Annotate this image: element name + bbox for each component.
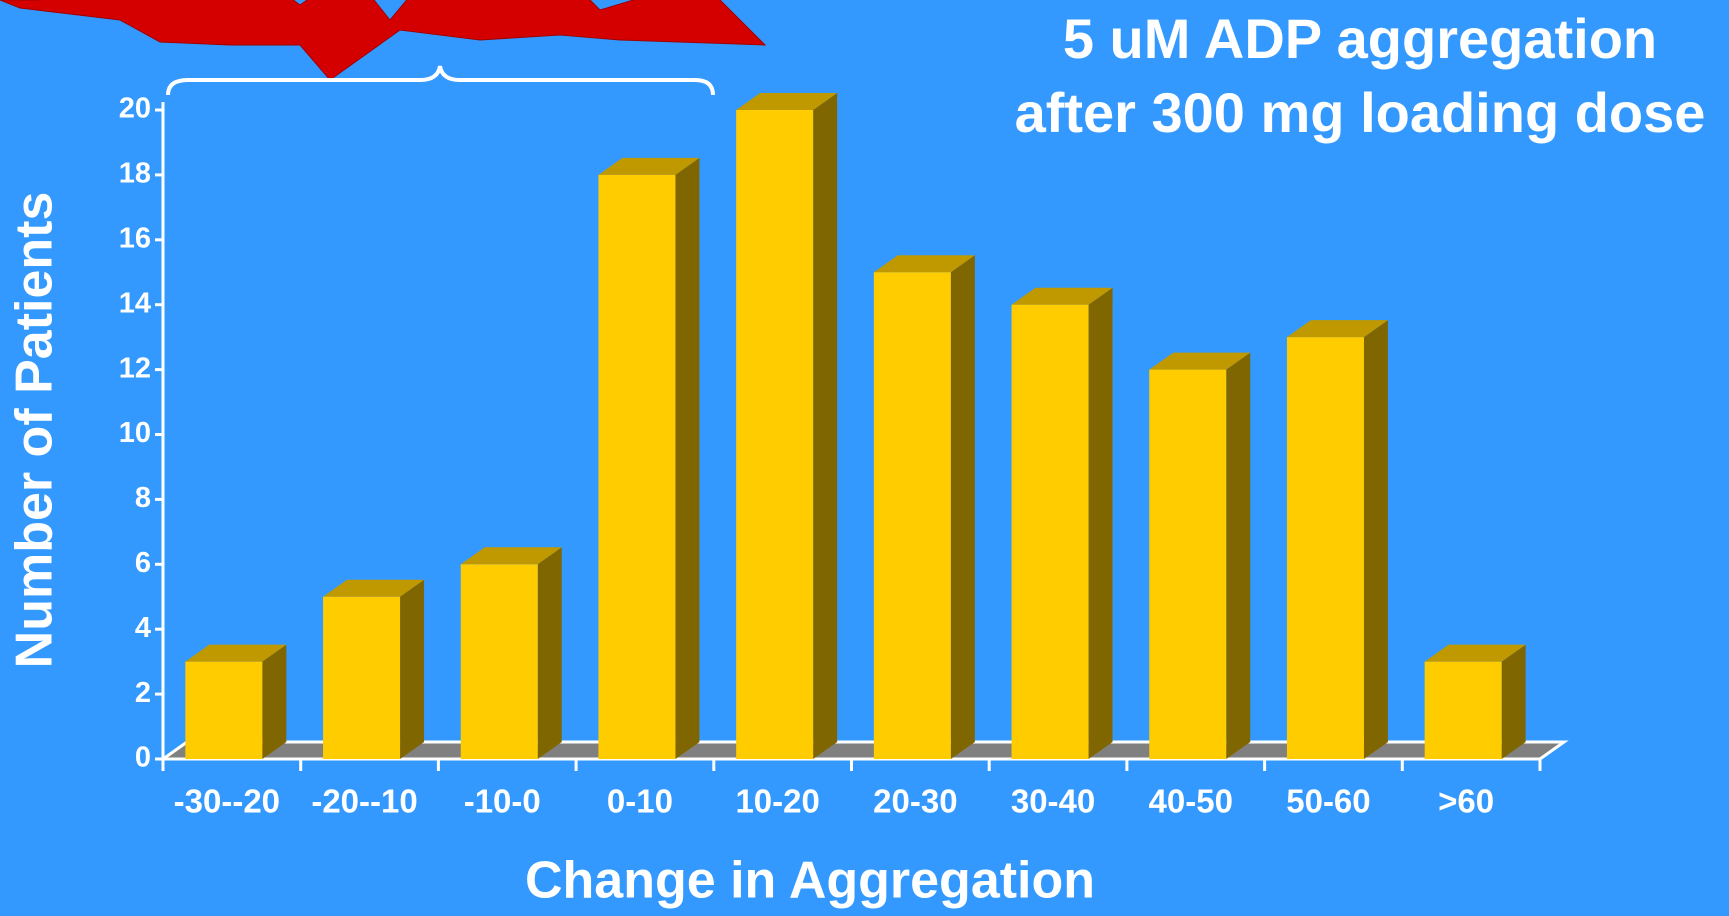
bar-side	[1363, 320, 1388, 759]
y-tick-label: 14	[119, 287, 151, 319]
bar	[460, 564, 538, 759]
x-tick-label: 10-20	[735, 783, 819, 820]
bar	[873, 272, 951, 759]
bar-top	[1424, 644, 1526, 662]
x-tick-label: -20--10	[311, 783, 417, 820]
bar-top	[323, 579, 425, 597]
bar-top	[185, 644, 287, 662]
x-tick-label: 40-50	[1149, 783, 1233, 820]
bar	[1149, 369, 1227, 759]
bar-side	[537, 547, 562, 759]
bar-top	[1286, 320, 1388, 338]
bar	[598, 174, 676, 759]
x-tick-label: 0-10	[607, 783, 673, 820]
x-tick-label: -30--20	[174, 783, 280, 820]
x-tick-label: >60	[1438, 783, 1494, 820]
x-tick-label: 50-60	[1286, 783, 1370, 820]
bar	[1011, 304, 1089, 759]
y-tick-label: 20	[119, 93, 151, 125]
y-tick-label: 18	[119, 158, 151, 190]
bar	[185, 661, 263, 759]
y-tick-label: 6	[135, 547, 151, 579]
bar-top	[1149, 352, 1251, 370]
bar-side	[813, 93, 838, 759]
bar-side	[1501, 644, 1526, 759]
y-tick-label: 2	[135, 677, 151, 709]
bar-side	[1226, 352, 1251, 759]
y-tick-label: 4	[135, 612, 151, 644]
bar-top	[460, 547, 562, 565]
star-decoration	[0, 0, 767, 81]
bar-side	[400, 579, 425, 759]
bar-top	[873, 255, 975, 273]
bar-side	[950, 255, 975, 759]
bar	[736, 110, 814, 759]
x-axis-title: Change in Aggregation	[525, 852, 1095, 910]
brace	[166, 65, 715, 96]
bar	[1286, 337, 1364, 759]
bar-side	[675, 157, 700, 759]
bar	[1424, 661, 1502, 759]
bar-side	[262, 644, 287, 759]
y-tick-label: 10	[119, 417, 151, 449]
x-tick-label: -10-0	[464, 783, 541, 820]
chart-title: 5 uM ADP aggregation after 300 mg loadin…	[1014, 7, 1706, 144]
bar-top	[736, 93, 838, 110]
x-tick-label: 30-40	[1011, 783, 1095, 820]
y-tick-label: 0	[135, 742, 151, 774]
y-tick-label: 16	[119, 222, 151, 254]
bar-top	[598, 157, 700, 175]
y-axis-title: Number of Patients	[6, 192, 64, 669]
bar	[323, 596, 401, 759]
bar-top	[1011, 287, 1113, 305]
y-tick-label: 8	[135, 482, 151, 514]
x-tick-label: 20-30	[873, 783, 957, 820]
bar-side	[1088, 287, 1113, 759]
y-tick-label: 12	[119, 352, 151, 384]
